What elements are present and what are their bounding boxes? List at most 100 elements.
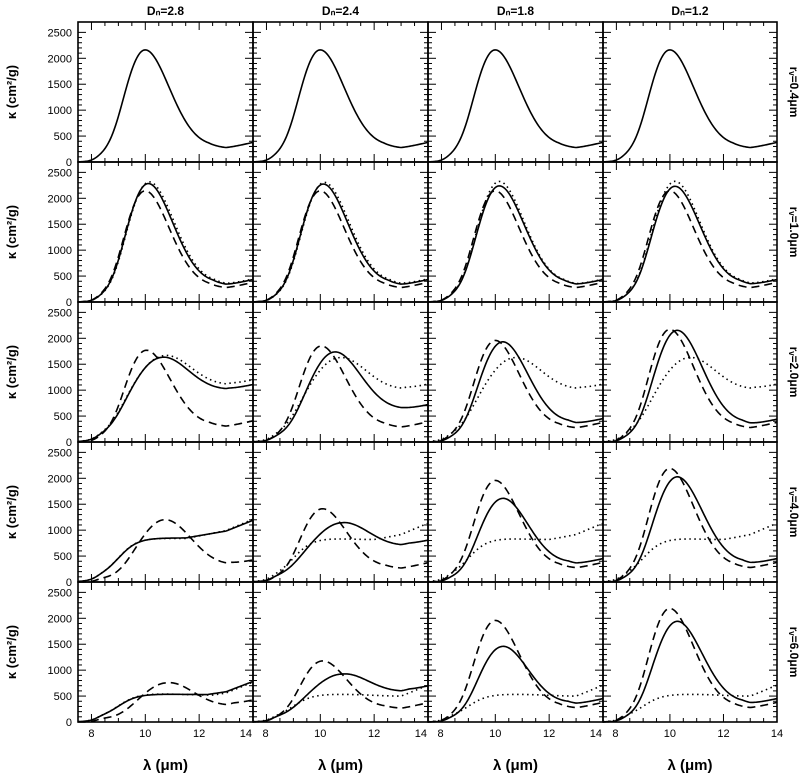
panel-r0-c0 (77, 21, 254, 163)
panel-r2-c2 (427, 301, 604, 443)
y-tick-label: 2500 (48, 307, 72, 319)
panel-r0-c2 (427, 21, 604, 163)
series-line-dashed (602, 467, 778, 583)
row-label: rᵥ=4.0μm (787, 487, 801, 538)
y-tick-label: 1000 (48, 665, 72, 677)
row-label: rᵥ=6.0μm (787, 627, 801, 678)
y-tick-label: 0 (66, 297, 72, 309)
panel-r3-c1 (252, 441, 429, 583)
series-line-dashed (77, 518, 254, 583)
panel-frame (427, 441, 604, 583)
panel-r1-c1 (252, 161, 429, 303)
panel-frame (252, 581, 429, 723)
series-line-dotted (427, 684, 604, 723)
panel-frame (427, 21, 604, 163)
panel-r4-c3 (602, 581, 778, 723)
y-tick-label: 1500 (48, 219, 72, 231)
x-tick-label: 10 (314, 728, 326, 740)
x-tick-label: 8 (262, 728, 268, 740)
column-title: Dₙ=1.8 (497, 4, 534, 18)
column-title: Dₙ=2.4 (322, 4, 359, 18)
y-tick-label: 2000 (48, 473, 72, 485)
panel-r1-c0 (77, 161, 254, 303)
y-tick-label: 2500 (48, 27, 72, 39)
panel-r1-c3 (602, 161, 778, 303)
series-line-dotted (77, 354, 254, 443)
x-tick-label: 14 (771, 728, 783, 740)
series-line-dotted (77, 181, 254, 303)
x-axis-label: λ (μm) (318, 757, 363, 774)
y-tick-label: 1000 (48, 385, 72, 397)
x-tick-label: 12 (193, 728, 205, 740)
series-line-dotted (77, 681, 254, 723)
panel-frame (77, 161, 254, 303)
x-axis-label: λ (μm) (667, 757, 712, 774)
panel-frame (252, 301, 429, 443)
series-line-dashed (427, 619, 604, 723)
y-tick-label: 500 (54, 271, 72, 283)
y-tick-label: 500 (54, 691, 72, 703)
x-tick-label: 12 (368, 728, 380, 740)
series-line-solid (252, 351, 429, 443)
y-tick-label: 2000 (48, 333, 72, 345)
series-line-dashed (78, 681, 254, 723)
series-line-solid (77, 519, 254, 583)
y-tick-label: 2000 (48, 613, 72, 625)
y-tick-label: 1000 (48, 525, 72, 537)
panel-frame (427, 301, 604, 443)
y-tick-label: 0 (66, 157, 72, 169)
panel-r2-c3 (602, 301, 778, 443)
series-line-dashed (602, 328, 778, 443)
x-axis-label: λ (μm) (493, 757, 538, 774)
y-tick-label: 1500 (48, 79, 72, 91)
series-line-solid (427, 497, 604, 583)
panel-r0-c1 (252, 21, 429, 163)
series-line-dashed (252, 507, 429, 583)
series-line-solid (602, 185, 778, 303)
x-tick-label: 8 (88, 728, 94, 740)
column-title: Dₙ=1.2 (671, 4, 708, 18)
x-tick-label: 8 (612, 728, 618, 740)
labels-layer: 0500100015002000250005001000150020002500… (4, 4, 801, 774)
panel-frame (602, 301, 778, 443)
y-tick-label: 500 (54, 131, 72, 143)
row-label: rᵥ=0.4μm (787, 67, 801, 118)
y-tick-label: 1500 (48, 499, 72, 511)
row-label: rᵥ=1.0μm (787, 207, 801, 258)
panels-layer (77, 21, 778, 723)
panel-r3-c0 (77, 441, 254, 583)
y-tick-label: 1500 (48, 639, 72, 651)
panel-frame (602, 441, 778, 583)
series-line-dashed (252, 345, 429, 443)
x-axis-label: λ (μm) (143, 757, 188, 774)
panel-frame (252, 441, 429, 583)
y-tick-label: 0 (66, 437, 72, 449)
panel-r1-c2 (427, 161, 604, 303)
series-line-dotted (602, 522, 778, 583)
series-line-solid (252, 49, 429, 163)
x-tick-label: 14 (415, 728, 427, 740)
y-tick-label: 0 (66, 577, 72, 589)
x-tick-label: 10 (489, 728, 501, 740)
y-axis-label: κ (cm²/g) (4, 625, 19, 679)
panel-r4-c2 (427, 581, 604, 723)
series-line-dotted (252, 181, 429, 303)
panel-r2-c1 (252, 301, 429, 443)
series-line-dotted (602, 180, 778, 303)
series-line-solid (77, 182, 254, 303)
series-line-solid (602, 476, 778, 583)
series-line-solid (77, 356, 254, 443)
y-tick-label: 1500 (48, 359, 72, 371)
series-line-dashed (427, 339, 604, 443)
series-line-solid (252, 183, 429, 303)
series-line-dashed (602, 190, 778, 303)
y-tick-label: 2000 (48, 193, 72, 205)
series-line-dotted (252, 356, 429, 443)
panel-r0-c3 (602, 21, 778, 163)
y-tick-label: 2500 (48, 447, 72, 459)
panel-frame (77, 21, 254, 163)
panel-frame (252, 21, 429, 163)
y-tick-label: 2000 (48, 53, 72, 65)
x-tick-label: 10 (664, 728, 676, 740)
